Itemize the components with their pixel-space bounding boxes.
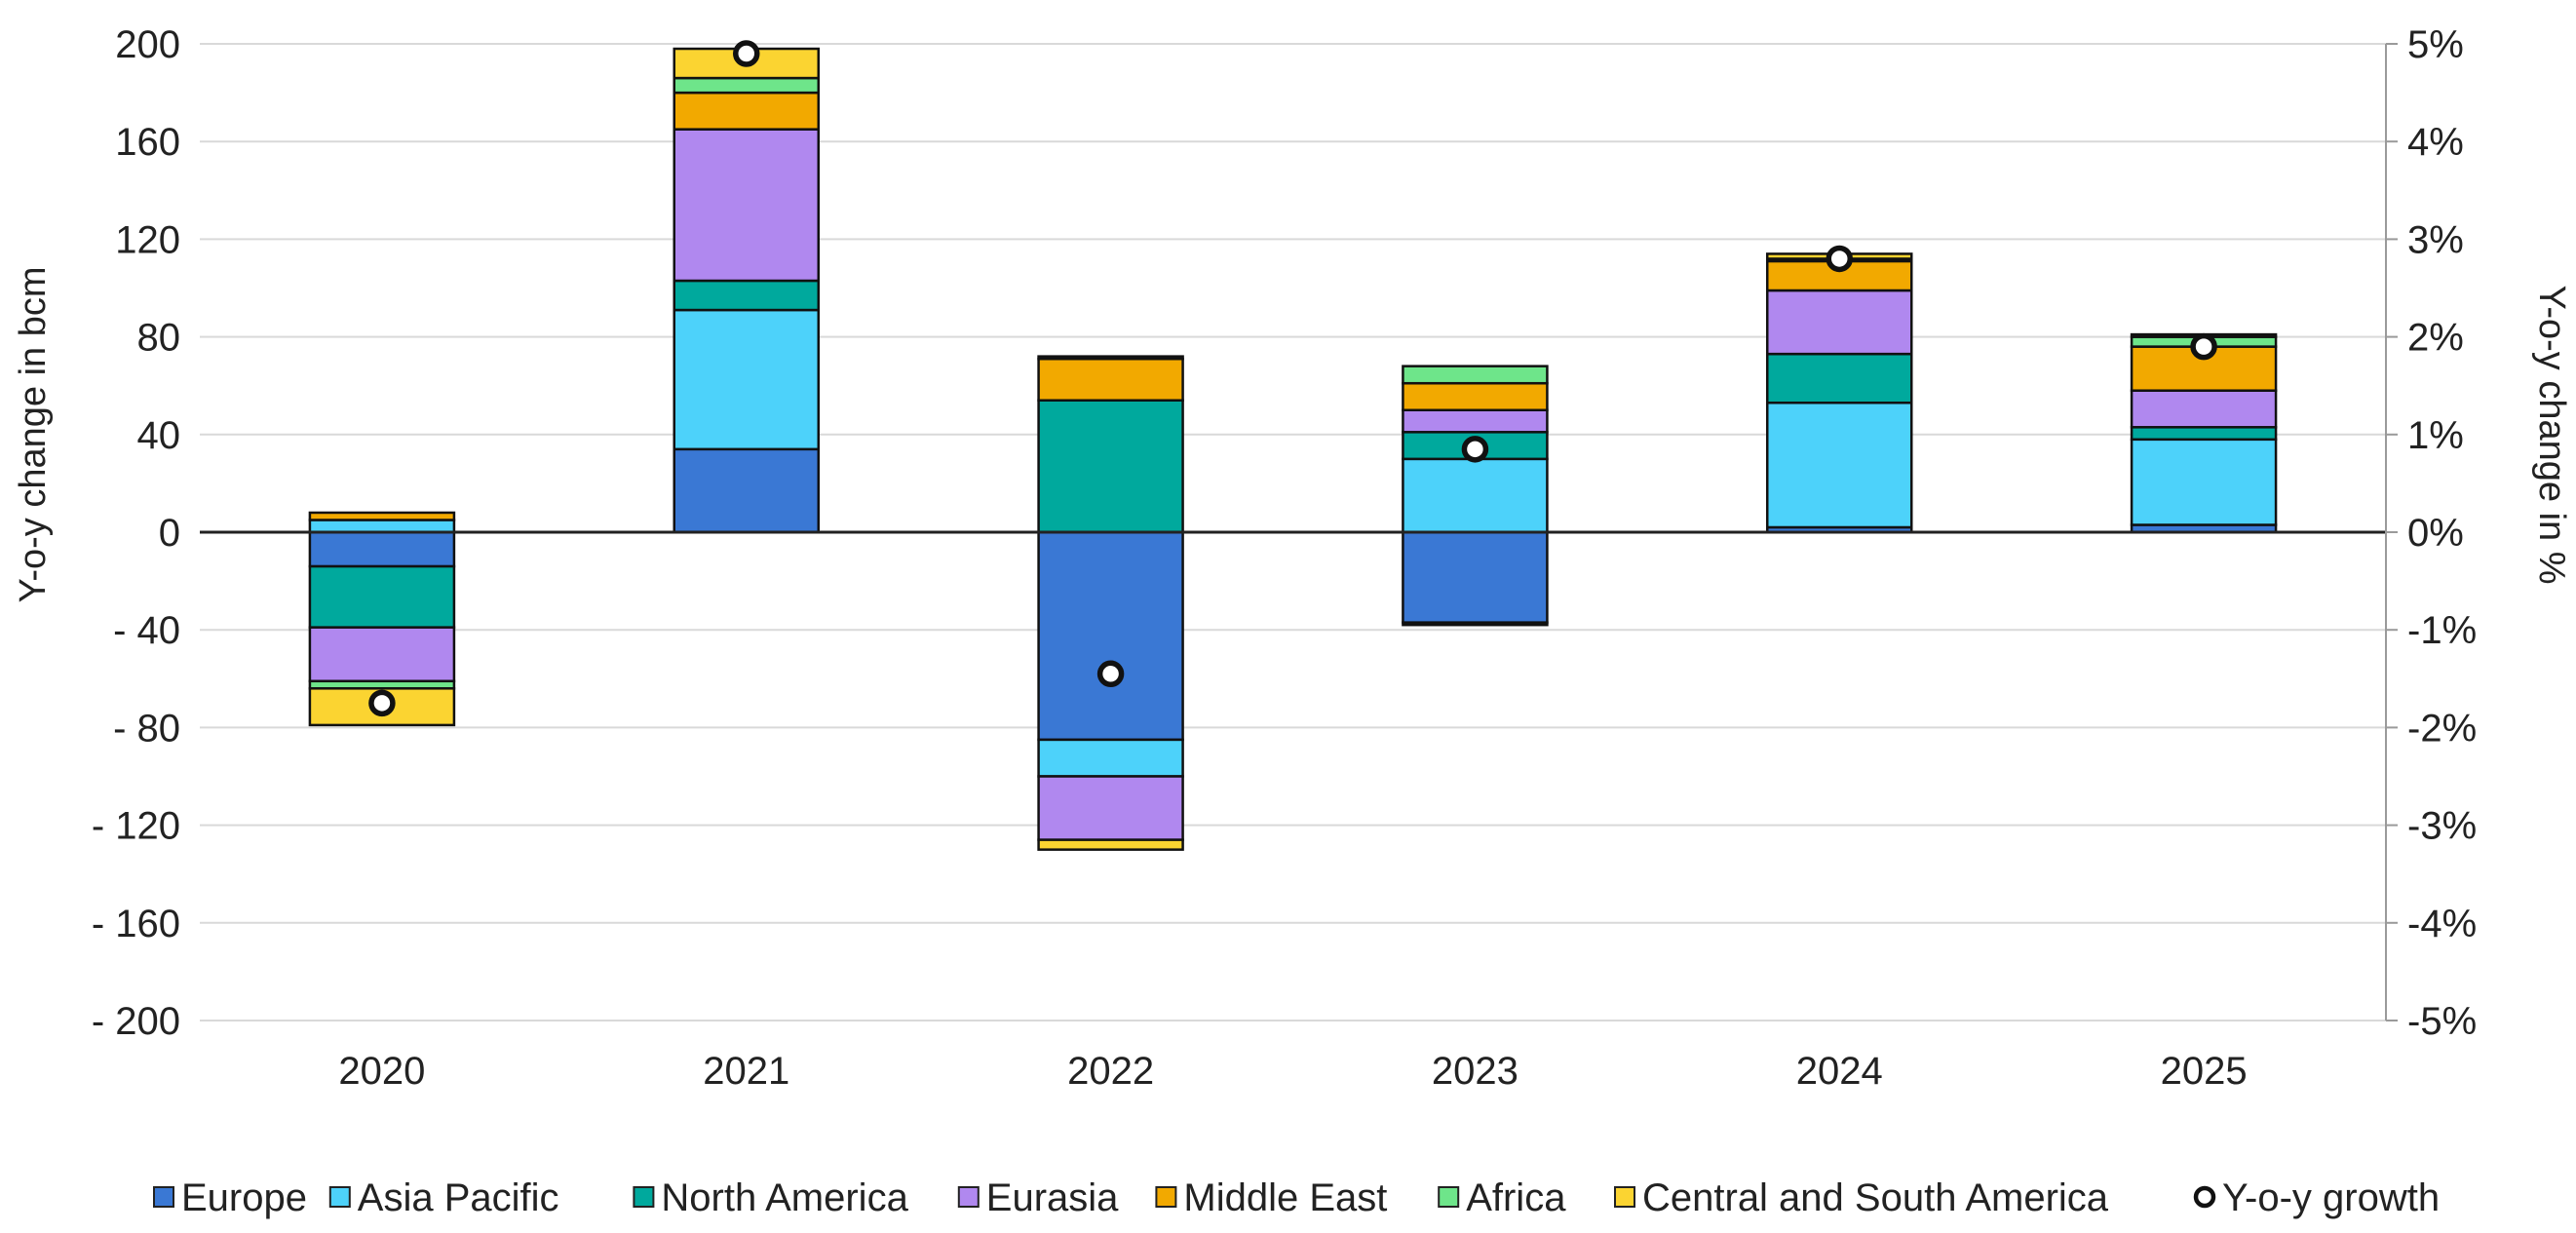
legend-swatch [957, 1186, 980, 1208]
legend-label: Middle East [1183, 1176, 1387, 1219]
legend-label: Africa [1466, 1176, 1566, 1219]
y-axis-title: Y-o-y change in bcm [13, 266, 54, 602]
y2-tick-label: -2% [2407, 707, 2477, 750]
growth-point [1461, 436, 1489, 463]
legend-label: Asia Pacific [358, 1176, 559, 1219]
bar-segment [1037, 775, 1184, 841]
legend-marker [2193, 1185, 2216, 1209]
x-tick-label: 2023 [1432, 1050, 1519, 1093]
growth-point [2190, 332, 2217, 361]
x-tick-label: 2021 [703, 1050, 789, 1093]
y-tick-label: 40 [137, 414, 181, 457]
y2-axis-title: Y-o-y change in % [2531, 285, 2572, 584]
x-tick-label: 2022 [1067, 1050, 1154, 1093]
x-axis-ticks: 2020 2021 2022 2023 2024 2025 [338, 1050, 2247, 1093]
bar-segment [1766, 352, 1913, 405]
bar-segment [1037, 838, 1184, 851]
bar-segment [308, 511, 456, 521]
growth-point [1096, 660, 1125, 688]
legend-label: Eurasia [986, 1176, 1119, 1219]
legend-swatch [153, 1186, 174, 1208]
y-tick-label: 160 [115, 121, 180, 164]
legend-swatch [1155, 1186, 1177, 1208]
bar-segment [1402, 365, 1549, 385]
bar-segment [1037, 355, 1184, 361]
bar-segment [308, 530, 456, 568]
bar-segment [308, 564, 456, 629]
bar-segment [1037, 399, 1184, 534]
y-tick-label: 120 [115, 218, 180, 261]
bar-segment [673, 91, 820, 131]
bar-segment [308, 626, 456, 683]
bar-segment [2130, 426, 2278, 442]
y2-tick-label: 0% [2407, 512, 2464, 555]
growth-markers [368, 40, 2217, 717]
growth-point [1826, 245, 1853, 273]
y2-tick-label: -3% [2407, 805, 2477, 848]
y-tick-label: 200 [115, 23, 180, 66]
y2-tick-label: 2% [2407, 317, 2464, 360]
bar-segment [1402, 408, 1549, 434]
legend-swatch [1438, 1186, 1460, 1208]
legend-label: Europe [181, 1176, 307, 1219]
y2-tick-label: 5% [2407, 23, 2464, 66]
y2-tick-label: -5% [2407, 1000, 2477, 1043]
legend-label: North America [661, 1176, 908, 1219]
legend-label: Central and South America [1642, 1176, 2109, 1219]
bar-segment [673, 76, 820, 95]
right-axis-ticks: 5% 4% 3% 2% 1% 0% -1% -2% -3% -4% -5% [2386, 23, 2477, 1043]
bar-segment [1766, 289, 1913, 356]
legend-swatch [1614, 1186, 1635, 1208]
y-tick-label: 80 [137, 317, 181, 360]
bar-segment [673, 128, 820, 283]
bar-segment [1402, 457, 1549, 534]
growth-point [733, 40, 760, 67]
x-tick-label: 2020 [338, 1050, 425, 1093]
x-tick-label: 2025 [2161, 1050, 2248, 1093]
y-tick-label: 0 [159, 512, 180, 555]
bar-segment [1402, 530, 1549, 624]
growth-point [368, 689, 396, 717]
bar-segment [1037, 357, 1184, 402]
y-tick-label: - 40 [113, 609, 180, 652]
left-axis-ticks: 200 160 120 80 40 0 - 40 - 80 - 120 - 160 - 200 [92, 23, 180, 1043]
bar-segment [673, 279, 820, 312]
bar-segment [2130, 389, 2278, 429]
legend-swatch [633, 1186, 655, 1208]
bar-segment [1766, 401, 1913, 529]
bars [308, 47, 2278, 851]
y2-tick-label: 1% [2407, 414, 2464, 457]
y-tick-label: - 160 [92, 903, 180, 945]
y-tick-label: - 120 [92, 805, 180, 848]
bar-segment [1037, 738, 1184, 778]
y-tick-label: - 200 [92, 1000, 180, 1043]
y2-tick-label: -4% [2407, 903, 2477, 945]
bar-segment [1402, 621, 1549, 627]
legend-swatch [328, 1186, 351, 1208]
y2-tick-label: 4% [2407, 121, 2464, 164]
bar-segment [2130, 438, 2278, 526]
legend: Europe Asia Pacific North America Eurasia Mi… [153, 1176, 2440, 1219]
bar-segment [1037, 530, 1184, 742]
bar-segment [673, 447, 820, 534]
y-tick-label: - 80 [113, 707, 180, 750]
y2-tick-label: 3% [2407, 218, 2464, 261]
y2-tick-label: -1% [2407, 609, 2477, 652]
x-tick-label: 2024 [1796, 1050, 1883, 1093]
bar-segment [1402, 381, 1549, 412]
legend-label: Y-o-y growth [2222, 1176, 2440, 1219]
bar-segment [673, 308, 820, 451]
bar-segment [308, 519, 456, 534]
